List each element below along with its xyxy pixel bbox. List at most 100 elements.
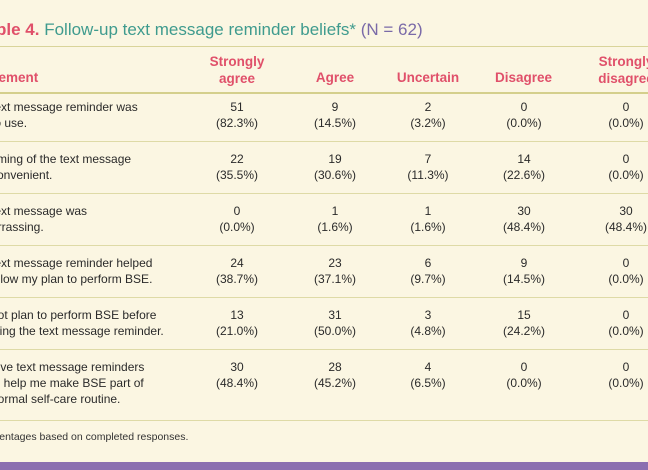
cell-percent: (48.4%) [215, 376, 259, 390]
cell-strongly-agree: 22 (35.5%) [197, 151, 277, 183]
cell-count: 30 [619, 204, 633, 218]
cell-percent: (38.7%) [215, 272, 259, 286]
cell-strongly-agree: 13 (21.0%) [197, 307, 277, 339]
cell-percent: (82.3%) [215, 116, 259, 130]
sample-size-label: (N = 62) [360, 20, 423, 39]
statement-line: to use. [0, 116, 28, 130]
cell-count: 9 [520, 256, 528, 270]
cell-count: 24 [230, 256, 244, 270]
cell-count: 28 [328, 360, 342, 374]
cell-percent: (0.0%) [608, 376, 644, 390]
cell-count: 4 [424, 360, 432, 374]
table-title: ble 4. Follow-up text message reminder b… [0, 20, 423, 40]
cell-percent: (37.1%) [313, 272, 357, 286]
cell-count: 1 [331, 204, 339, 218]
row-divider [0, 193, 648, 194]
header-strongly-agree-line2: agree [218, 71, 256, 86]
header-strongly-disagree: Strongly disagree [581, 53, 648, 87]
cell-count: 0 [622, 256, 630, 270]
row-statement: not plan to perform BSE before iving the … [0, 307, 164, 339]
row-statement: text message reminder helped ollow my pla… [0, 255, 152, 287]
cell-percent: (14.5%) [313, 116, 357, 130]
cell-uncertain: 1 (1.6%) [388, 203, 468, 235]
row-divider [0, 349, 648, 350]
cell-percent: (9.7%) [410, 272, 446, 286]
cell-count: 3 [424, 308, 432, 322]
cell-count: 31 [328, 308, 342, 322]
cell-strongly-disagree: 0 (0.0%) [586, 151, 648, 183]
cell-percent: (0.0%) [608, 272, 644, 286]
cell-uncertain: 3 (4.8%) [388, 307, 468, 339]
statement-line: timing of the text message [0, 152, 132, 166]
statement-line: ieve text message reminders [0, 360, 145, 374]
statement-line: ollow my plan to perform BSE. [0, 272, 153, 286]
cell-percent: (30.6%) [313, 168, 357, 182]
statement-line: text message was [0, 204, 88, 218]
statement-line: text message reminder helped [0, 256, 153, 270]
cell-percent: (0.0%) [608, 324, 644, 338]
header-uncertain: Uncertain [396, 70, 460, 85]
cell-percent: (0.0%) [506, 116, 542, 130]
statement-line: ld help me make BSE part of [0, 376, 144, 390]
cell-percent: (14.5%) [502, 272, 546, 286]
cell-strongly-agree: 0 (0.0%) [197, 203, 277, 235]
cell-disagree: 0 (0.0%) [484, 99, 564, 131]
cell-count: 14 [517, 152, 531, 166]
statement-line: convenient. [0, 168, 53, 182]
cell-percent: (0.0%) [219, 220, 255, 234]
statement-line: not plan to perform BSE before [0, 308, 157, 322]
cell-strongly-agree: 24 (38.7%) [197, 255, 277, 287]
cell-agree: 31 (50.0%) [295, 307, 375, 339]
header-strongly-disagree-line1: Strongly [598, 54, 648, 69]
row-statement: ieve text message reminders ld help me ma… [0, 359, 144, 407]
cell-percent: (3.2%) [410, 116, 446, 130]
cell-percent: (24.2%) [502, 324, 546, 338]
table-title-text: Follow-up text message reminder beliefs* [44, 20, 357, 39]
cell-count: 0 [520, 100, 528, 114]
cell-uncertain: 7 (11.3%) [388, 151, 468, 183]
cell-percent: (6.5%) [410, 376, 446, 390]
cell-disagree: 14 (22.6%) [484, 151, 564, 183]
cell-count: 9 [331, 100, 339, 114]
cell-strongly-disagree: 0 (0.0%) [586, 307, 648, 339]
statement-line: iving the text message reminder. [0, 324, 164, 338]
header-strongly-disagree-line2: disagree [598, 71, 648, 86]
cell-agree: 19 (30.6%) [295, 151, 375, 183]
cell-count: 0 [520, 360, 528, 374]
cell-uncertain: 2 (3.2%) [388, 99, 468, 131]
cell-strongly-agree: 51 (82.3%) [197, 99, 277, 131]
cell-agree: 1 (1.6%) [295, 203, 375, 235]
cell-disagree: 15 (24.2%) [484, 307, 564, 339]
row-statement: timing of the text message convenient. [0, 151, 131, 183]
cell-strongly-disagree: 0 (0.0%) [586, 255, 648, 287]
cell-disagree: 0 (0.0%) [484, 359, 564, 391]
header-agree: Agree [315, 70, 355, 85]
cell-uncertain: 4 (6.5%) [388, 359, 468, 391]
cell-percent: (0.0%) [506, 376, 542, 390]
table-number-label: ble 4. [0, 20, 40, 39]
cell-disagree: 30 (48.4%) [484, 203, 564, 235]
cell-percent: (1.6%) [317, 220, 353, 234]
cell-count: 0 [233, 204, 241, 218]
statement-line: normal self-care routine. [0, 392, 121, 406]
cell-percent: (48.4%) [502, 220, 546, 234]
header-strongly-agree: Strongly agree [197, 53, 277, 87]
cell-percent: (11.3%) [407, 168, 449, 182]
row-divider [0, 420, 648, 421]
cell-count: 13 [230, 308, 244, 322]
cell-percent: (1.6%) [410, 220, 446, 234]
cell-agree: 23 (37.1%) [295, 255, 375, 287]
statement-line: arrassing. [0, 220, 44, 234]
cell-agree: 9 (14.5%) [295, 99, 375, 131]
cell-percent: (4.8%) [410, 324, 446, 338]
cell-percent: (22.6%) [502, 168, 546, 182]
cell-count: 0 [622, 100, 630, 114]
cell-strongly-disagree: 0 (0.0%) [586, 359, 648, 391]
cell-percent: (50.0%) [313, 324, 357, 338]
cell-count: 6 [424, 256, 432, 270]
cell-count: 15 [517, 308, 531, 322]
header-disagree: Disagree [494, 70, 553, 85]
row-divider [0, 297, 648, 298]
row-statement: text message was arrassing. [0, 203, 87, 235]
cell-count: 23 [328, 256, 342, 270]
